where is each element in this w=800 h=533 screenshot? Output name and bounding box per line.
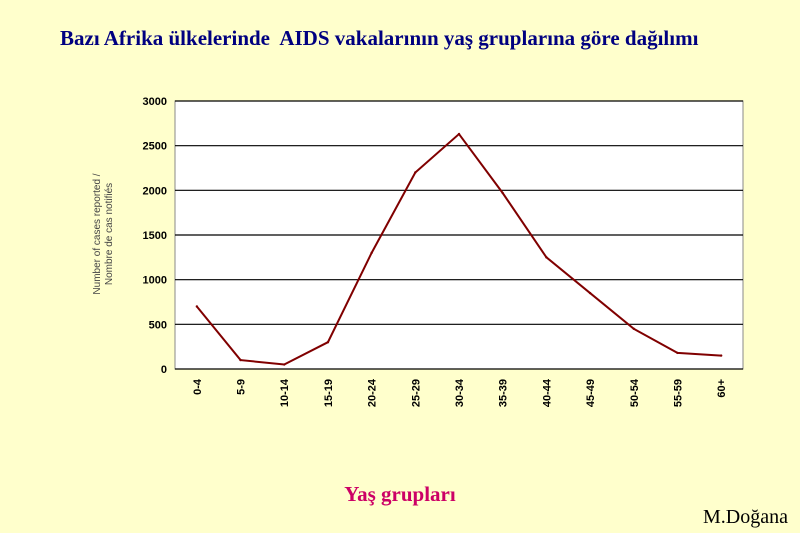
gridlines [175, 100, 743, 370]
data-point [239, 358, 242, 362]
y-tick-label: 0 [161, 364, 167, 376]
x-tick-label: 55-59 [672, 379, 684, 407]
data-point [370, 251, 373, 255]
y-tick-label: 1000 [143, 275, 167, 287]
data-point [283, 363, 286, 366]
x-tick-label: 5-9 [236, 379, 248, 395]
y-tick-labels: 0 500 1000 1500 2000 2500 3000 [143, 96, 167, 376]
data-point [676, 351, 679, 355]
data-point [457, 132, 461, 136]
data-point [501, 191, 504, 195]
x-tick-label: 50-54 [629, 378, 641, 407]
y-axis-title-line2: Nombre de cas notifiés [104, 183, 115, 285]
data-point [195, 305, 199, 308]
data-point [414, 171, 417, 174]
x-tick-label: 0-4 [192, 378, 204, 395]
x-tick-label: 25-29 [410, 379, 422, 407]
y-tick-label: 500 [149, 319, 167, 331]
x-tick-label: 10-14 [279, 378, 291, 407]
x-tick-label: 40-44 [541, 378, 553, 407]
y-axis-title-line1: Number of cases reported / [92, 173, 103, 294]
x-tick-label: 35-39 [498, 379, 510, 407]
series-group [195, 132, 723, 366]
data-point [545, 256, 548, 259]
author-credit: M.Doğana [703, 506, 788, 528]
y-axis-title: Number of cases reported / Nombre de cas… [92, 173, 115, 294]
data-point [588, 291, 592, 295]
y-tick-label: 3000 [143, 96, 167, 108]
data-point [326, 341, 330, 344]
y-tick-label: 2500 [143, 141, 167, 153]
y-tick-label: 2000 [143, 185, 167, 197]
data-point [632, 327, 635, 330]
x-tick-labels: 0-4 5-9 10-14 15-19 20-24 25-29 30-34 35-39 40-4… [192, 378, 728, 407]
x-tick-label: 60+ [716, 379, 728, 398]
x-tick-label: 20-24 [367, 378, 379, 407]
x-tick-label: 15-19 [323, 379, 335, 407]
x-tick-label: 30-34 [454, 378, 466, 407]
data-point [719, 354, 723, 357]
y-tick-label: 1500 [143, 230, 167, 242]
x-axis-group-label: Yaş grupları [344, 482, 456, 506]
slide-title: Bazı Afrika ülkelerinde AIDS vakalarının… [60, 26, 699, 50]
x-tick-label: 45-49 [585, 379, 597, 407]
